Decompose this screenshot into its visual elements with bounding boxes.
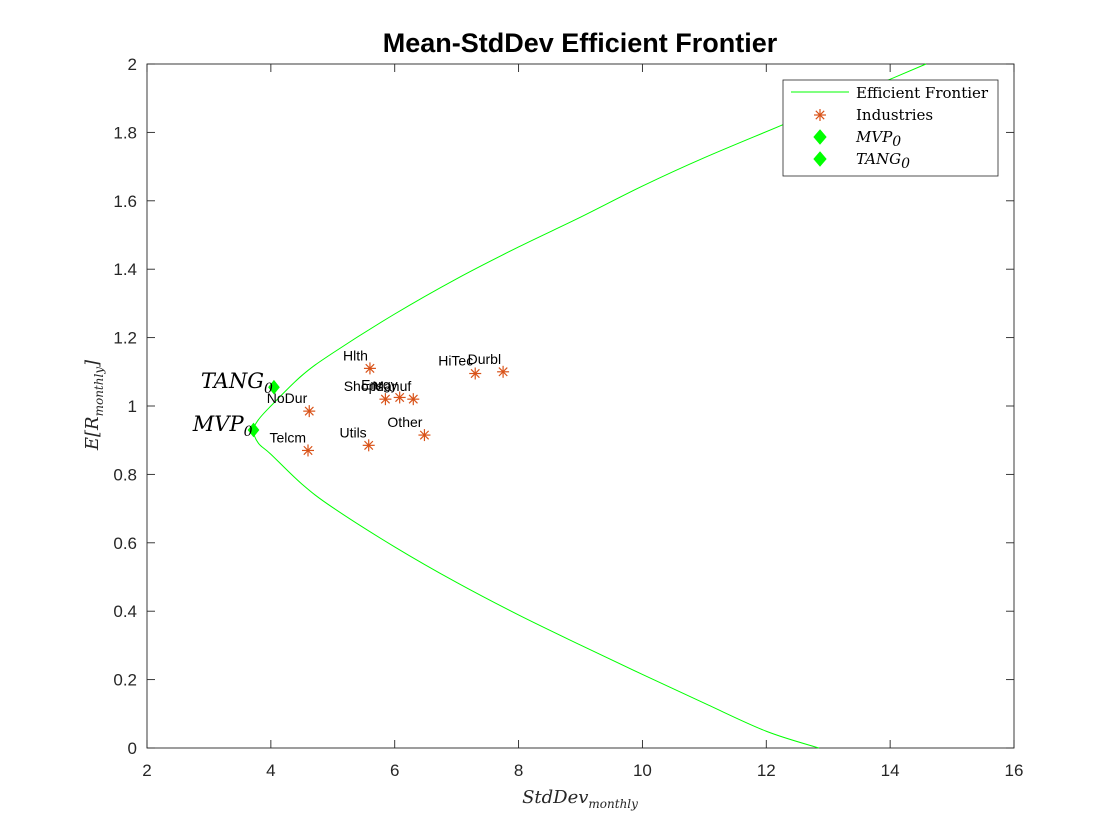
industry-label-hlth: Hlth — [343, 347, 368, 363]
x-tick-label: 16 — [1005, 761, 1024, 780]
y-axis-label-base: E[R — [82, 416, 103, 451]
x-tick-label: 2 — [142, 761, 151, 780]
industry-point-nodur — [303, 405, 316, 418]
legend-entry-tang: TANG0 — [813, 150, 910, 172]
y-axis-ticks: 0 0.2 0.4 0.6 0.8 1 1.2 1.4 1.6 1.8 2 — [113, 55, 1014, 758]
y-tick-label: 0.8 — [113, 465, 137, 484]
y-axis-label: E[Rmonthly] — [82, 359, 106, 451]
y-tick-label: 2 — [128, 55, 137, 74]
legend: Efficient Frontier Industries MVP0 TANG0 — [782, 79, 999, 177]
axes: 2 4 6 8 10 12 14 16 0 0.2 0.4 0.6 0.8 1 1.2 1.4 1.6 1.8 2 — [113, 55, 1023, 780]
legend-label: MVP0 — [855, 128, 901, 150]
x-tick-label: 14 — [881, 761, 900, 780]
legend-asterisk-swatch — [814, 109, 826, 121]
y-tick-label: 0.6 — [113, 534, 137, 553]
y-tick-label: 0.4 — [113, 602, 137, 621]
y-tick-label: 1.6 — [113, 192, 137, 211]
special-label-tang: TANG0 — [201, 369, 273, 397]
y-tick-label: 1.2 — [113, 329, 137, 348]
industry-point-hitec — [469, 367, 482, 380]
legend-label: Industries — [856, 106, 933, 124]
industry-point-utils — [362, 439, 375, 452]
industry-point-durbl — [497, 365, 510, 378]
legend-diamond-swatch — [813, 129, 827, 145]
x-axis-label-base: StdDev — [522, 787, 588, 808]
x-tick-label: 10 — [633, 761, 652, 780]
legend-diamond-swatch — [813, 151, 827, 167]
y-tick-label: 1 — [128, 397, 137, 416]
industry-point-hlth — [363, 362, 376, 375]
legend-label: Efficient Frontier — [856, 84, 989, 102]
industry-label-hitec: HiTec — [438, 353, 473, 369]
legend-entry-mvp: MVP0 — [813, 128, 901, 150]
legend-entry-industries: Industries — [814, 106, 933, 124]
x-tick-label: 8 — [514, 761, 523, 780]
special-label-mvp: MVP0 — [192, 412, 253, 440]
y-tick-label: 1.4 — [113, 260, 137, 279]
chart-title: Mean-StdDev Efficient Frontier — [383, 28, 778, 58]
x-tick-label: 6 — [390, 761, 399, 780]
special-points: MVP0 TANG0 — [192, 369, 280, 440]
special-point-mvp — [247, 422, 260, 438]
industry-label-telcm: Telcm — [269, 429, 306, 445]
x-tick-label: 4 — [266, 761, 275, 780]
industry-label-utils: Utils — [339, 424, 366, 440]
plot-area — [146, 63, 1015, 749]
industry-point-other — [418, 429, 431, 442]
y-tick-label: 1.8 — [113, 123, 137, 142]
y-tick-label: 0 — [128, 739, 137, 758]
x-axis-ticks: 2 4 6 8 10 12 14 16 — [142, 64, 1023, 780]
industry-point-enrgy — [393, 391, 406, 404]
y-tick-label: 0.2 — [113, 671, 137, 690]
industry-label-durbl: Durbl — [468, 351, 501, 367]
industry-label-shops: Shops — [344, 378, 384, 394]
industry-point-manuf — [407, 393, 420, 406]
legend-label: TANG0 — [856, 150, 910, 172]
industry-label-enrgy: Enrgy — [361, 376, 398, 392]
legend-entry-frontier: Efficient Frontier — [791, 84, 989, 102]
industry-point-telcm — [302, 444, 315, 457]
industry-label-manuf: Manuf — [372, 378, 411, 394]
y-axis-label-sub: monthly — [92, 367, 106, 417]
x-axis-label-sub: monthly — [588, 797, 638, 811]
industry-point-shops — [379, 393, 392, 406]
x-tick-label: 12 — [757, 761, 776, 780]
industry-label-nodur: NoDur — [267, 390, 308, 406]
x-axis-label: StdDevmonthly — [522, 787, 638, 811]
y-axis-label-tail: ] — [82, 359, 103, 368]
industry-label-other: Other — [387, 414, 422, 430]
special-point-tang — [268, 379, 280, 395]
